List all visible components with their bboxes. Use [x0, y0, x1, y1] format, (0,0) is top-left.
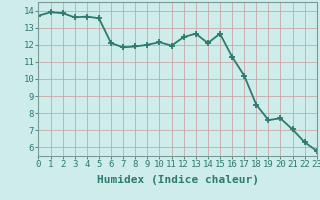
X-axis label: Humidex (Indice chaleur): Humidex (Indice chaleur)	[97, 175, 259, 185]
